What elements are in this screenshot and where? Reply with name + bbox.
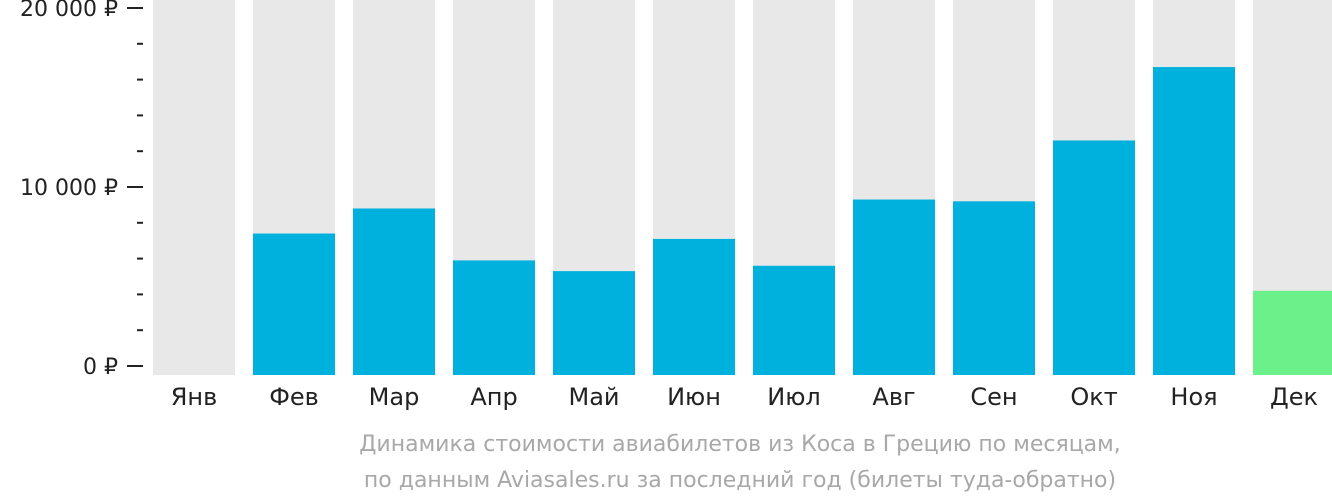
y-tick-label: 20 000 ₽ <box>20 0 118 22</box>
price-chart: 0 ₽ 10 000 ₽ 20 000 ₽ Янв Фев Мар Апр Май Июн Ию… <box>20 0 1332 411</box>
background-column <box>153 0 235 375</box>
bar-Июл <box>753 265 835 375</box>
chart-caption-line-1: Динамика стоимости авиабилетов из Коса в… <box>359 432 1121 457</box>
bar-Авг <box>853 199 935 375</box>
y-axis: 0 ₽ 10 000 ₽ 20 000 ₽ <box>20 0 143 380</box>
chart-caption-line-2: по данным Aviasales.ru за последний год … <box>363 468 1117 493</box>
x-tick-label: Май <box>568 383 619 411</box>
bar-Сен <box>953 201 1035 375</box>
x-tick-label: Июн <box>667 383 721 411</box>
bar-Дек <box>1253 290 1332 375</box>
bar-Окт <box>1053 140 1135 375</box>
x-tick-label: Июл <box>767 383 821 411</box>
x-tick-label: Апр <box>470 383 517 411</box>
y-tick-label: 10 000 ₽ <box>20 176 118 201</box>
bars <box>253 67 1332 375</box>
x-tick-label: Сен <box>970 383 1017 411</box>
x-tick-label: Окт <box>1070 383 1117 411</box>
x-tick-label: Ноя <box>1170 383 1217 411</box>
bar-Фев <box>253 233 335 375</box>
x-tick-label: Янв <box>171 383 218 411</box>
bar-Май <box>553 271 635 375</box>
bar-Мар <box>353 208 435 375</box>
x-tick-label: Мар <box>369 383 420 411</box>
bar-Ноя <box>1153 67 1235 375</box>
bar-Июн <box>653 238 735 375</box>
bar-Апр <box>453 260 535 375</box>
x-tick-label: Фев <box>269 383 319 411</box>
x-axis: Янв Фев Мар Апр Май Июн Июл Авг Сен Окт Ноя Дек <box>171 383 1318 411</box>
x-tick-label: Авг <box>872 383 915 411</box>
y-tick-label: 0 ₽ <box>83 355 118 380</box>
x-tick-label: Дек <box>1270 383 1318 411</box>
